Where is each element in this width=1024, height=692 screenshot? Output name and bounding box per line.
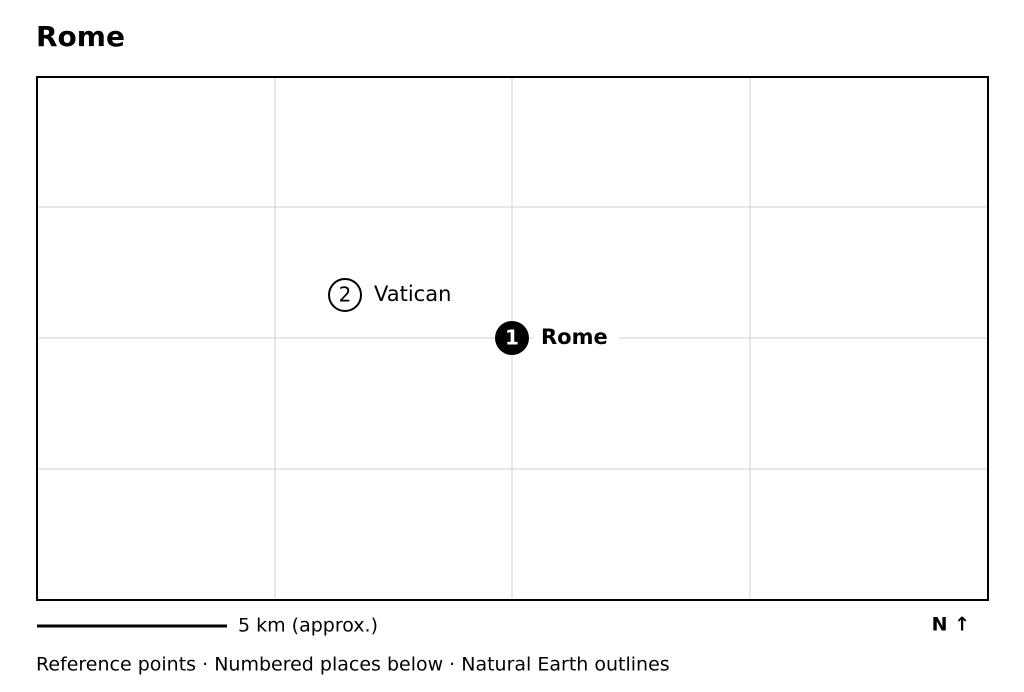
marker-label: Vatican [374,282,451,306]
marker-circle [328,278,362,312]
marker-number: 1 [505,326,519,350]
title: Rome [36,20,125,53]
place-marker: 1 Rome [495,321,619,355]
scale-label: 5 km (approx.) [238,615,378,637]
north-arrow: N ↑ [932,614,970,636]
marker-number: 2 [339,283,352,307]
footer: Reference points · Numbered places below… [36,654,670,676]
map-frame [36,76,989,601]
marker-circle [495,321,529,355]
map: 1 Rome 2 Vatican [36,76,989,601]
label-halo [533,324,619,352]
place-marker: 2 Vatican [328,278,451,312]
marker-label: Rome [541,325,608,349]
